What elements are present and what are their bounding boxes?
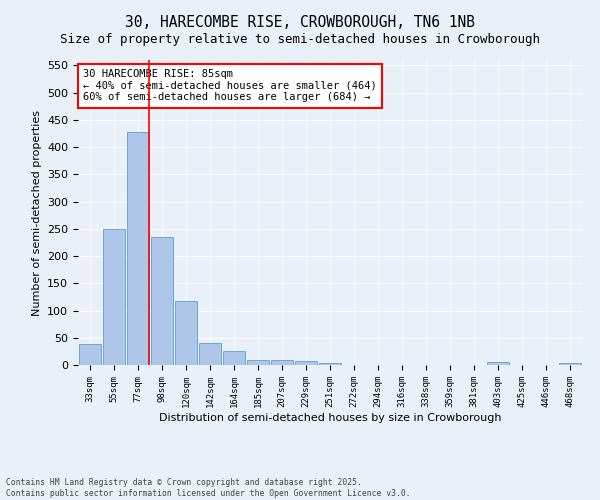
Bar xyxy=(79,344,101,365)
Bar xyxy=(223,352,245,365)
Y-axis label: Number of semi-detached properties: Number of semi-detached properties xyxy=(32,110,41,316)
Bar xyxy=(127,132,149,365)
Bar xyxy=(319,363,341,365)
Text: Size of property relative to semi-detached houses in Crowborough: Size of property relative to semi-detach… xyxy=(60,32,540,46)
Bar xyxy=(199,343,221,365)
Text: 30 HARECOMBE RISE: 85sqm
← 40% of semi-detached houses are smaller (464)
60% of : 30 HARECOMBE RISE: 85sqm ← 40% of semi-d… xyxy=(83,69,377,102)
Bar xyxy=(103,229,125,365)
Text: Contains HM Land Registry data © Crown copyright and database right 2025.
Contai: Contains HM Land Registry data © Crown c… xyxy=(6,478,410,498)
Bar xyxy=(271,360,293,365)
Text: 30, HARECOMBE RISE, CROWBOROUGH, TN6 1NB: 30, HARECOMBE RISE, CROWBOROUGH, TN6 1NB xyxy=(125,15,475,30)
Bar xyxy=(559,363,581,365)
Bar xyxy=(151,237,173,365)
X-axis label: Distribution of semi-detached houses by size in Crowborough: Distribution of semi-detached houses by … xyxy=(159,412,501,422)
Bar xyxy=(175,300,197,365)
Bar xyxy=(295,361,317,365)
Bar xyxy=(247,360,269,365)
Bar xyxy=(487,362,509,365)
